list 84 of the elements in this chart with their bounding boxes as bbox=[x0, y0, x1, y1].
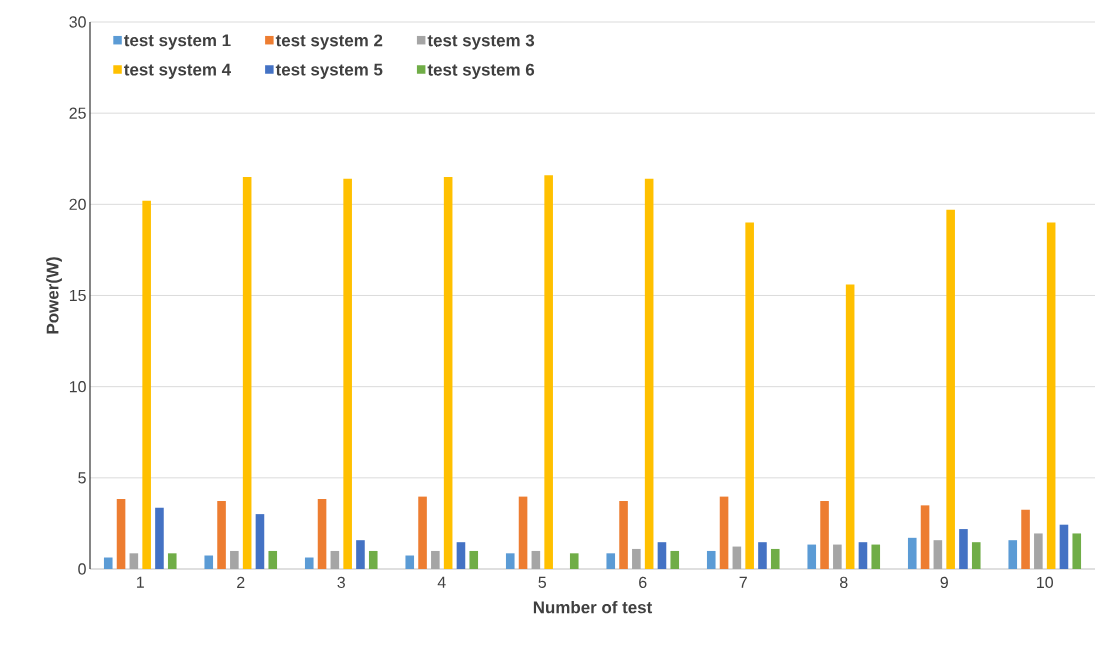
bar bbox=[167, 553, 177, 569]
x-tick-label: 6 bbox=[639, 576, 647, 589]
y-tick-label: 25 bbox=[69, 107, 86, 119]
bar bbox=[155, 507, 164, 569]
bar bbox=[933, 540, 943, 569]
bar bbox=[1059, 524, 1069, 569]
bar bbox=[807, 544, 817, 569]
x-tick-label: 7 bbox=[739, 576, 747, 588]
bar bbox=[845, 284, 855, 569]
y-tick-label: 15 bbox=[69, 289, 86, 302]
bar bbox=[505, 553, 515, 569]
y-tick-label: 30 bbox=[69, 16, 86, 28]
bar bbox=[657, 542, 667, 569]
y-tick-label: 5 bbox=[78, 472, 86, 484]
legend-label: test system 3 bbox=[427, 34, 535, 50]
bar bbox=[1034, 533, 1043, 569]
bar bbox=[356, 540, 365, 569]
bar bbox=[833, 544, 842, 569]
bar bbox=[670, 550, 680, 569]
bar bbox=[531, 550, 541, 569]
x-tick-label: 9 bbox=[940, 576, 948, 589]
bar bbox=[217, 500, 226, 569]
y-axis-title: Power(W) bbox=[46, 257, 62, 334]
bar bbox=[343, 178, 352, 569]
bar bbox=[632, 548, 641, 569]
bar bbox=[129, 553, 139, 569]
bar bbox=[732, 546, 742, 569]
bar bbox=[719, 496, 729, 569]
x-axis-title: Number of test bbox=[533, 600, 653, 614]
bar bbox=[317, 498, 327, 569]
legend-label: test system 2 bbox=[275, 34, 383, 50]
bar bbox=[907, 537, 917, 569]
bar bbox=[920, 505, 930, 569]
x-tick-label: 3 bbox=[337, 576, 345, 589]
bar bbox=[971, 542, 981, 569]
bar bbox=[871, 544, 881, 569]
x-tick-label: 8 bbox=[840, 576, 848, 589]
x-tick-label: 4 bbox=[437, 576, 446, 588]
y-tick-label: 10 bbox=[69, 381, 86, 393]
bar bbox=[544, 175, 553, 569]
bar bbox=[518, 496, 528, 569]
bar bbox=[745, 222, 754, 569]
x-tick-label: 1 bbox=[137, 576, 144, 588]
legend-label: test system 4 bbox=[123, 63, 231, 79]
bar bbox=[619, 500, 628, 569]
bar bbox=[606, 553, 616, 569]
y-tick-label: 0 bbox=[78, 563, 86, 575]
x-tick-label: 5 bbox=[538, 576, 547, 588]
bar bbox=[103, 557, 113, 569]
bar bbox=[758, 542, 767, 569]
x-tick-label: 10 bbox=[1037, 576, 1053, 589]
x-tick-label: 2 bbox=[237, 576, 245, 588]
legend-label: test system 6 bbox=[427, 63, 535, 80]
legend-label: test system 5 bbox=[275, 63, 383, 79]
legend-label: test system 1 bbox=[123, 34, 231, 50]
bar bbox=[569, 553, 579, 569]
bar bbox=[469, 550, 479, 569]
bar bbox=[242, 176, 252, 569]
bar bbox=[230, 550, 239, 569]
bar bbox=[431, 550, 440, 569]
bar bbox=[858, 542, 868, 569]
bar bbox=[456, 542, 466, 569]
bar bbox=[1072, 533, 1082, 569]
bar bbox=[116, 498, 126, 569]
bar bbox=[418, 496, 427, 569]
bar bbox=[405, 555, 415, 569]
bar bbox=[770, 548, 780, 569]
bar bbox=[204, 555, 214, 569]
bar bbox=[644, 178, 654, 569]
bar bbox=[959, 529, 968, 569]
bar bbox=[946, 209, 955, 569]
bar bbox=[268, 550, 278, 569]
bar bbox=[1021, 509, 1030, 569]
bar bbox=[443, 176, 453, 569]
bar bbox=[820, 500, 829, 569]
bar bbox=[142, 200, 151, 569]
bar bbox=[706, 550, 716, 569]
bar bbox=[255, 514, 265, 569]
bar bbox=[330, 550, 340, 569]
bar bbox=[1008, 540, 1018, 569]
bar bbox=[304, 557, 314, 569]
y-tick-label: 20 bbox=[69, 198, 86, 210]
bar bbox=[1046, 222, 1056, 569]
bar bbox=[368, 550, 378, 569]
